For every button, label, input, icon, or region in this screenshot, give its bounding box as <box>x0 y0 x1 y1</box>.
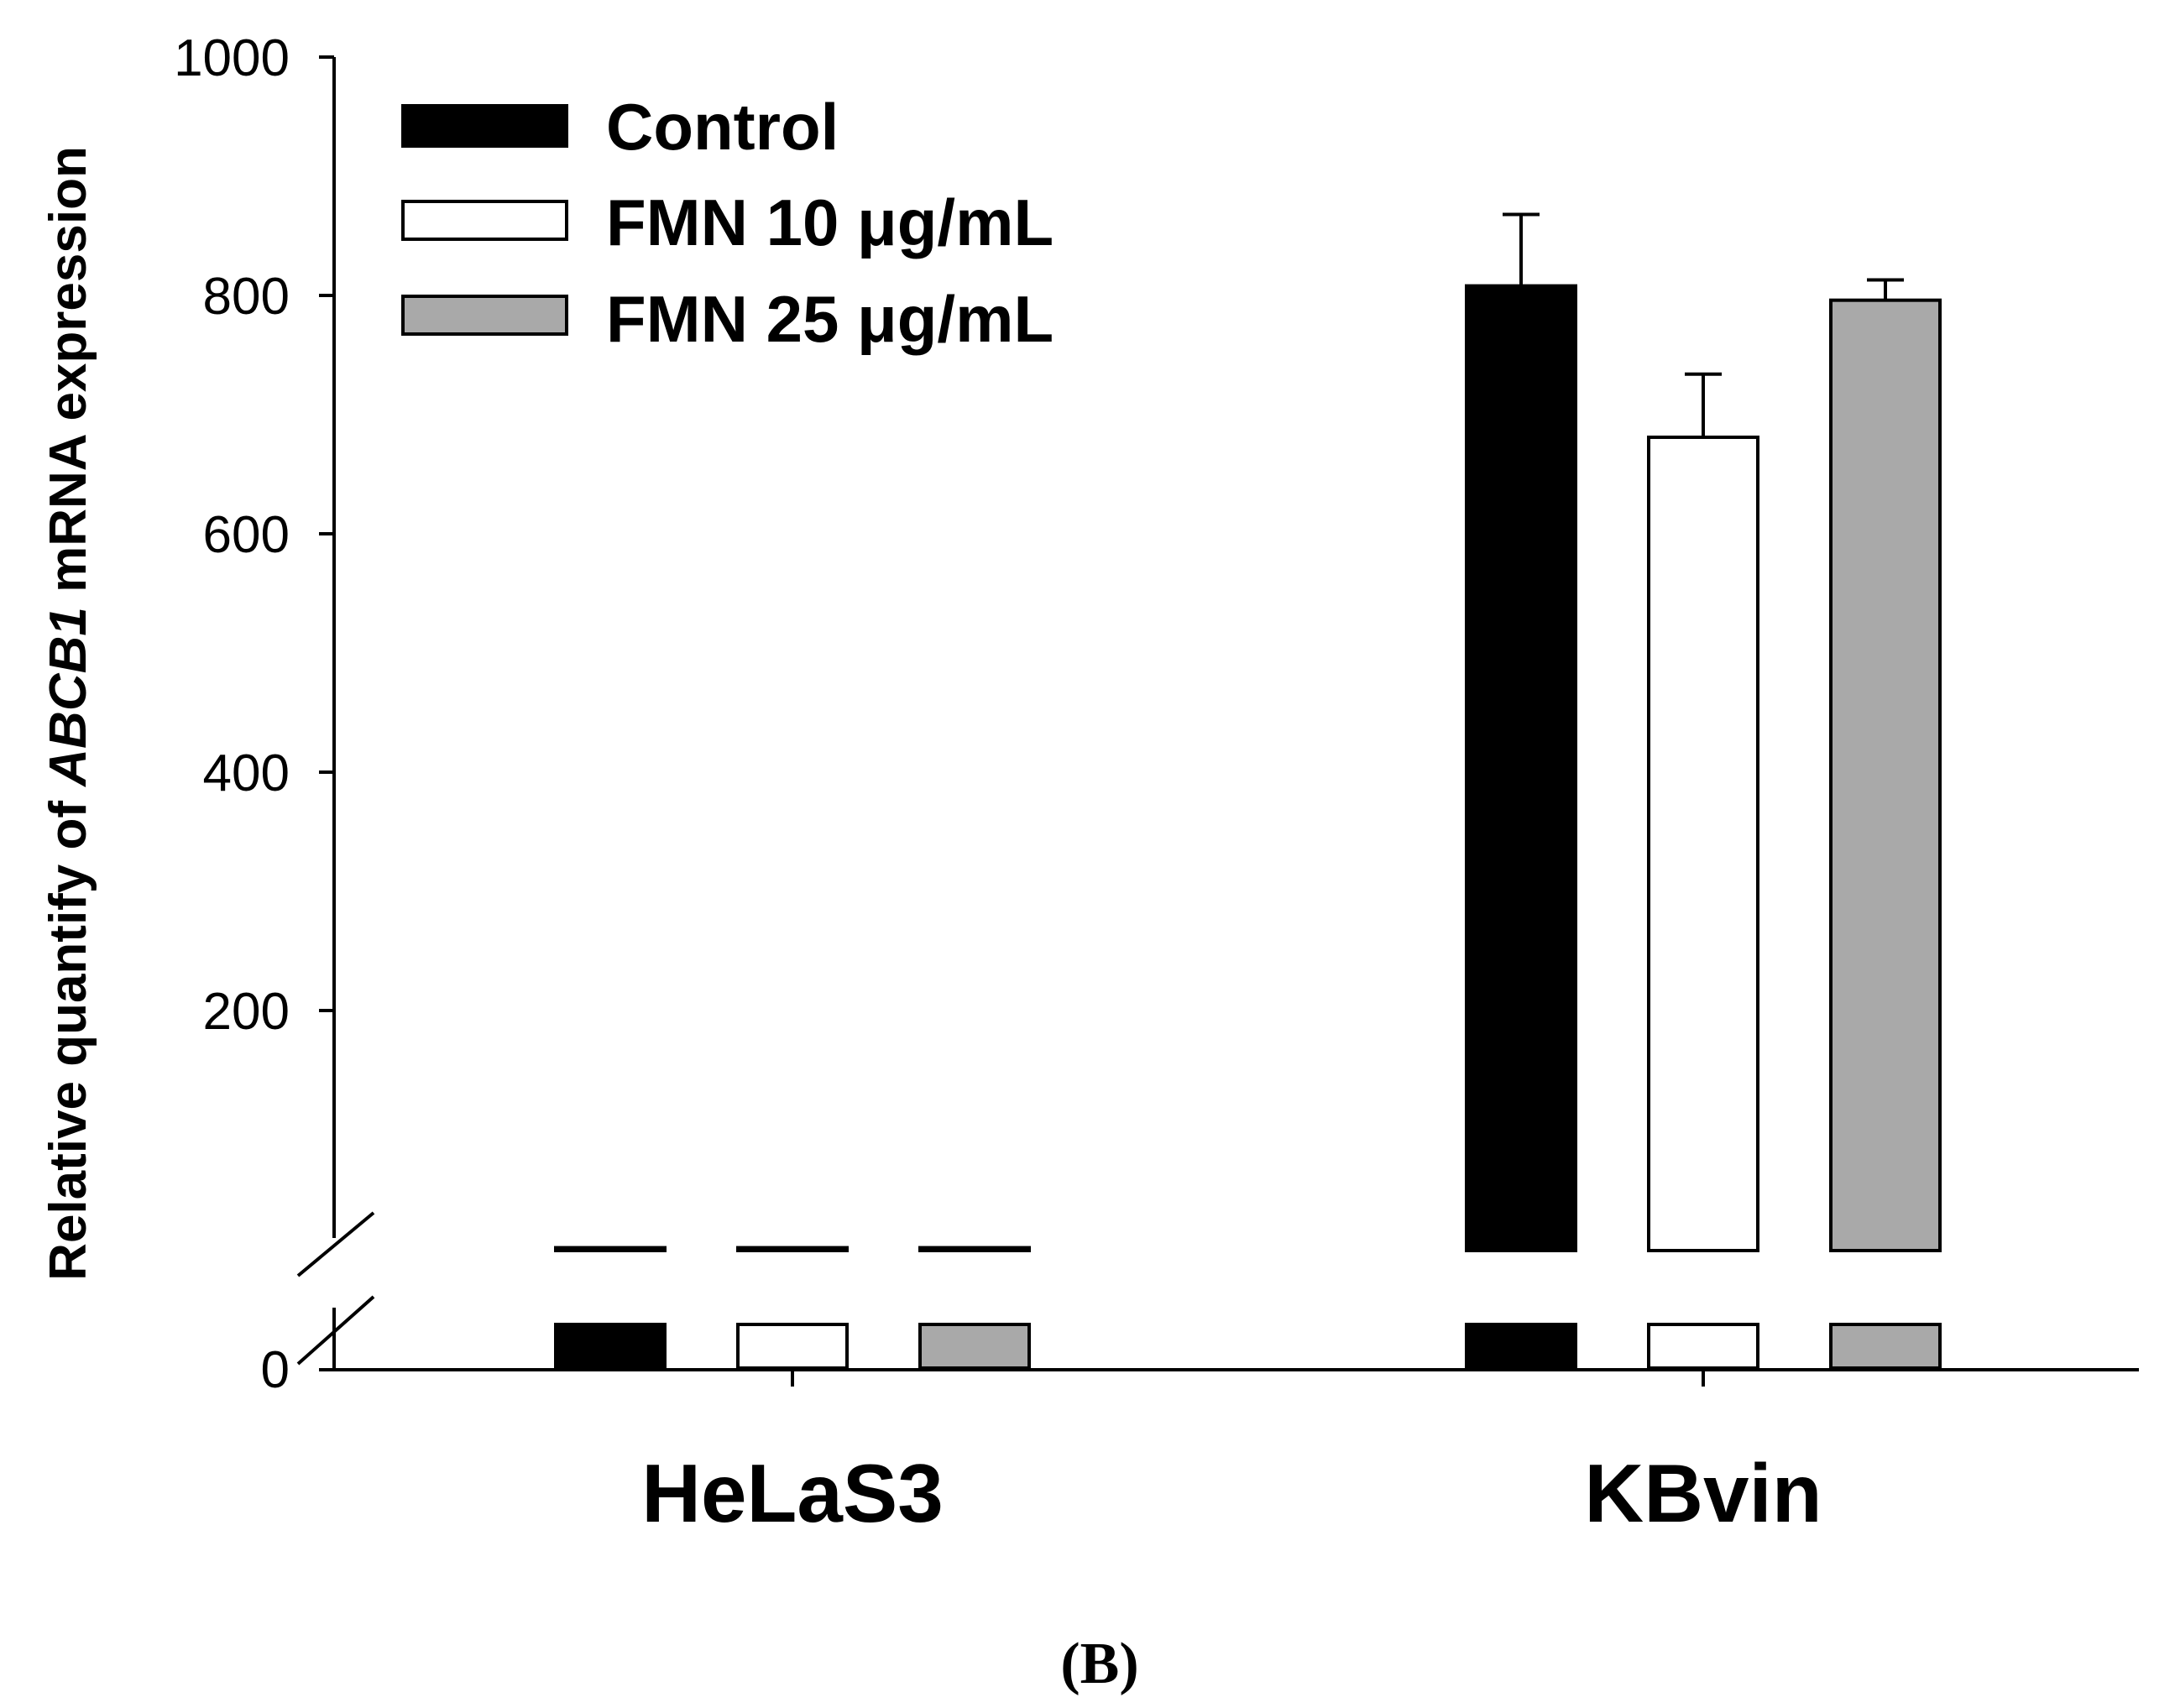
bar-lower-kbvin-2 <box>1829 1323 1942 1370</box>
panel-label: (B) <box>1060 1632 1138 1696</box>
legend-swatch-fmn10 <box>401 200 568 241</box>
y-tick-label-800: 800 <box>203 268 290 326</box>
y-axis-label-pre: Relative quantify of <box>39 786 97 1281</box>
bar-lower-kbvin-0 <box>1465 1323 1577 1370</box>
bar-lower-helas3-1 <box>736 1323 849 1370</box>
legend-swatch-control <box>401 104 568 148</box>
bar-lower-kbvin-1 <box>1647 1323 1759 1370</box>
bar-lower-helas3-2 <box>918 1323 1031 1370</box>
legend: Control FMN 10 μg/mL FMN 25 μg/mL <box>401 90 1054 356</box>
bar-upper-kbvin-0 <box>1465 284 1577 1252</box>
x-category-helas3: HeLaS3 <box>641 1447 944 1539</box>
y-ticks: 200 400 600 800 1000 <box>174 29 334 1041</box>
bars <box>554 212 1942 1370</box>
legend-swatch-fmn25 <box>401 295 568 336</box>
bar-upper-kbvin-1 <box>1647 435 1759 1252</box>
legend-label-fmn10: FMN 10 μg/mL <box>606 185 1054 259</box>
axis-break-mark <box>296 1295 375 1366</box>
bar-upper-kbvin-2 <box>1829 298 1942 1252</box>
bar-lower-helas3-0 <box>554 1323 667 1370</box>
bar-upper-helas3-1 <box>736 1246 849 1252</box>
y-tick-label-600: 600 <box>203 506 290 564</box>
axis-break-mark <box>296 1211 375 1277</box>
legend-label-fmn25: FMN 25 μg/mL <box>606 282 1054 356</box>
legend-label-control: Control <box>606 90 839 164</box>
y-axis-label: Relative quantify of ABCB1 mRNA expressi… <box>39 146 97 1281</box>
bar-upper-helas3-2 <box>918 1246 1031 1252</box>
y-tick-label-400: 400 <box>203 744 290 802</box>
y-tick-label-200: 200 <box>203 983 290 1041</box>
y-axis-label-post: mRNA expression <box>39 146 97 607</box>
y-axis-label-gene: ABCB1 <box>39 607 97 788</box>
y-tick-label-0: 0 <box>261 1341 290 1399</box>
y-tick-label-1000: 1000 <box>174 29 290 87</box>
bar-upper-helas3-0 <box>554 1246 667 1252</box>
x-category-kbvin: KBvin <box>1584 1447 1822 1539</box>
